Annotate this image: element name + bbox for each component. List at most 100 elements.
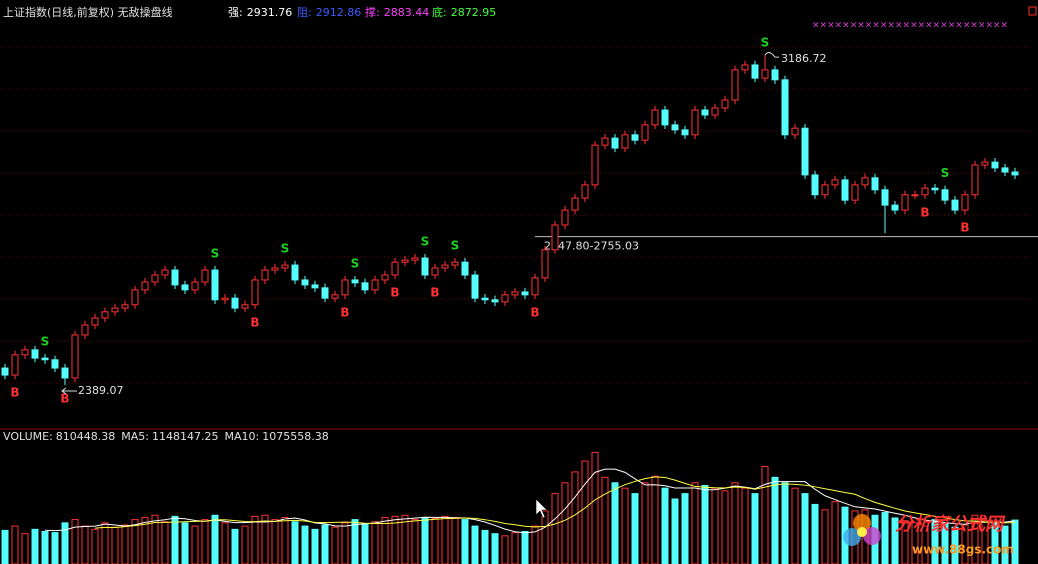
volume-bar bbox=[581, 460, 589, 564]
candle-body bbox=[61, 367, 69, 379]
indicator: 底: 2872.95 bbox=[432, 5, 496, 19]
volume-bar bbox=[541, 510, 549, 564]
candle-body bbox=[571, 197, 579, 211]
volume-bar bbox=[91, 528, 99, 564]
volume-bar bbox=[511, 532, 519, 564]
volume-bar bbox=[661, 487, 669, 564]
candle-body bbox=[181, 284, 189, 291]
volume-bar bbox=[111, 526, 119, 564]
candle-body bbox=[881, 189, 889, 206]
volume-bar bbox=[431, 518, 439, 564]
indicator-value: 2931.76 bbox=[247, 6, 293, 19]
candle-body bbox=[261, 269, 269, 281]
volume-bar bbox=[81, 525, 89, 564]
volume-bar bbox=[71, 519, 79, 564]
candle-body bbox=[651, 109, 659, 126]
candle-body bbox=[451, 261, 459, 266]
candle-body bbox=[771, 69, 779, 81]
candle-body bbox=[961, 194, 969, 211]
candle-body bbox=[11, 354, 19, 376]
volume-bar bbox=[951, 526, 959, 564]
annotation-arrow bbox=[61, 387, 77, 395]
volume-bar bbox=[301, 525, 309, 564]
volume-bar bbox=[221, 522, 229, 564]
volume-header-value: 1075558.38 bbox=[262, 430, 328, 443]
volume-bar bbox=[361, 523, 369, 564]
watermark: 分析家公式网 www.88gs.com bbox=[843, 514, 1014, 557]
candle-body bbox=[441, 264, 449, 269]
candle-body bbox=[641, 124, 649, 141]
candle-body bbox=[21, 349, 29, 356]
volume-header-value: 810448.38 bbox=[56, 430, 116, 443]
candle-body bbox=[191, 281, 199, 291]
volume-bar bbox=[371, 521, 379, 564]
candle-body bbox=[981, 161, 989, 166]
signal-label: B bbox=[390, 286, 399, 300]
high-label: 3186.72 bbox=[781, 52, 827, 65]
volume-bar bbox=[101, 522, 109, 564]
candle-body bbox=[621, 134, 629, 149]
candle-body bbox=[291, 264, 299, 281]
volume-bar bbox=[611, 482, 619, 564]
candle-body bbox=[831, 179, 839, 186]
indicator: 强: 2931.76 bbox=[228, 6, 292, 19]
candle-body bbox=[541, 249, 549, 279]
volume-bar bbox=[41, 531, 49, 564]
candle-body bbox=[71, 334, 79, 379]
volume-bar bbox=[681, 493, 689, 564]
volume-bar bbox=[1, 529, 9, 564]
indicator: 阻: 2912.86 bbox=[297, 6, 361, 19]
candle-body bbox=[361, 282, 369, 291]
volume-bar bbox=[761, 466, 769, 564]
volume-bar bbox=[481, 529, 489, 564]
candle-body bbox=[901, 194, 909, 211]
volume-bar bbox=[591, 451, 599, 564]
marker-row: ×××××××××××××××××××××××××× bbox=[812, 21, 1008, 31]
volume-bar bbox=[401, 514, 409, 564]
indicator-value: 2883.44 bbox=[384, 6, 430, 19]
candle-body bbox=[481, 297, 489, 301]
volume-bar bbox=[141, 516, 149, 564]
signal-label: S bbox=[421, 234, 430, 248]
candle-body bbox=[41, 357, 49, 361]
candle-body bbox=[431, 267, 439, 276]
volume-bar bbox=[631, 493, 639, 564]
volume-bar bbox=[691, 482, 699, 564]
candle-body bbox=[591, 144, 599, 186]
indicator-value: 2872.95 bbox=[451, 6, 497, 19]
signal-label: S bbox=[941, 166, 950, 180]
volume-bar bbox=[21, 533, 29, 564]
candle-body bbox=[511, 291, 519, 296]
candle-body bbox=[401, 259, 409, 263]
volume-bar bbox=[501, 535, 509, 564]
volume-bar bbox=[571, 471, 579, 564]
signal-label: S bbox=[761, 36, 770, 50]
logo-petal bbox=[853, 514, 871, 532]
candle-body bbox=[351, 279, 359, 284]
cursor bbox=[535, 498, 548, 519]
volume-bar bbox=[711, 487, 719, 564]
candle-body bbox=[791, 127, 799, 136]
volume-bar bbox=[331, 526, 339, 564]
volume-bar bbox=[741, 487, 749, 564]
volume-bar bbox=[671, 498, 679, 564]
candle-body bbox=[681, 129, 689, 136]
annotation: 2747.80-2755.03 bbox=[544, 240, 639, 253]
volume-bar bbox=[881, 512, 889, 564]
candle-body bbox=[701, 109, 709, 116]
candle-body bbox=[81, 324, 89, 336]
candle-body bbox=[101, 311, 109, 319]
signal-label: B bbox=[340, 305, 349, 319]
volume-bar bbox=[971, 514, 979, 564]
volume-header-value: 1148147.25 bbox=[152, 430, 218, 443]
volume-header-label: VOLUME: bbox=[3, 430, 53, 443]
volume-bar bbox=[831, 501, 839, 564]
low-label: 2389.07 bbox=[78, 384, 124, 397]
volume-bar bbox=[171, 515, 179, 564]
candle-body bbox=[121, 304, 129, 309]
candle-body bbox=[751, 64, 759, 79]
candle-body bbox=[471, 274, 479, 299]
volume-bar bbox=[261, 514, 269, 564]
candle-body bbox=[31, 349, 39, 359]
candle-body bbox=[381, 274, 389, 281]
